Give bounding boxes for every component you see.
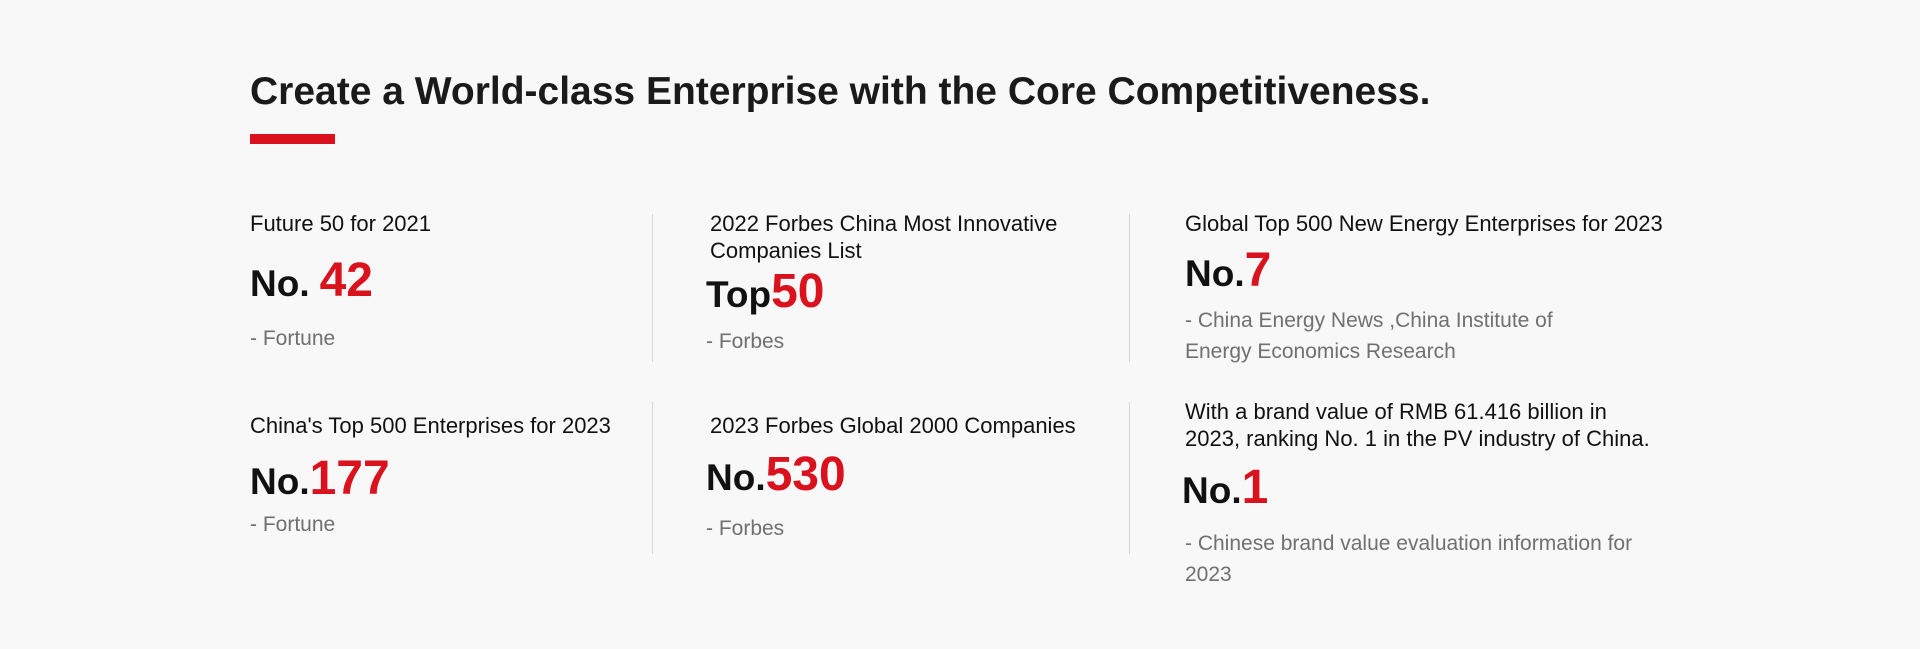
award-title: 2023 Forbes Global 2000 Companies	[710, 413, 1076, 438]
award-title: Future 50 for 2021	[250, 211, 432, 236]
award-title: 2022 Forbes China Most Innovative Compan…	[710, 211, 1058, 263]
award-card: Global Top 500 New Energy Enterprises fo…	[1185, 210, 1665, 367]
award-card: Future 50 for 2021 No. 42 - Fortune	[250, 210, 630, 354]
achievements-section: Create a World-class Enterprise with the…	[250, 0, 1670, 649]
award-title: Global Top 500 New Energy Enterprises fo…	[1185, 211, 1663, 236]
column-divider	[1129, 214, 1130, 362]
award-rank: No. 1	[1182, 464, 1665, 512]
rank-prefix: No.	[250, 461, 310, 502]
award-source: - Forbes	[706, 330, 785, 353]
award-source: - Fortune	[250, 513, 336, 536]
rank-prefix: No.	[1182, 470, 1242, 511]
award-source: - Forbes	[706, 517, 785, 540]
award-rank: No. 42	[250, 257, 630, 305]
award-title: China's Top 500 Enterprises for 2023	[250, 413, 611, 438]
rank-number: 1	[1241, 461, 1269, 514]
column-divider	[652, 402, 653, 554]
award-card: 2022 Forbes China Most Innovative Compan…	[706, 210, 1106, 357]
rank-prefix: No.	[250, 263, 310, 304]
award-card: 2023 Forbes Global 2000 Companies No. 53…	[706, 412, 1106, 544]
rank-prefix: No.	[1185, 253, 1245, 294]
title-underline	[250, 134, 335, 144]
rank-number: 42	[319, 254, 373, 307]
award-title: With a brand value of RMB 61.416 billion…	[1185, 399, 1650, 451]
rank-number: 50	[771, 265, 825, 318]
award-rank: No. 530	[706, 451, 1106, 499]
column-divider	[1129, 402, 1130, 554]
award-rank: No. 7	[1185, 247, 1665, 295]
award-rank: Top 50	[706, 268, 1106, 316]
rank-prefix: No.	[706, 457, 766, 498]
column-divider	[652, 214, 653, 362]
award-rank: No. 177	[250, 455, 640, 503]
rank-number: 177	[309, 452, 390, 505]
award-source: - Fortune	[250, 327, 336, 350]
rank-prefix: Top	[706, 274, 772, 315]
rank-number: 7	[1244, 244, 1272, 297]
section-title: Create a World-class Enterprise with the…	[250, 70, 1431, 113]
award-source: - Chinese brand value evaluation informa…	[1185, 532, 1633, 586]
award-card: China's Top 500 Enterprises for 2023 No.…	[250, 412, 640, 540]
award-card: With a brand value of RMB 61.416 billion…	[1182, 398, 1665, 590]
rank-number: 530	[765, 448, 846, 501]
award-source: - China Energy News ,China Institute of …	[1185, 309, 1553, 363]
